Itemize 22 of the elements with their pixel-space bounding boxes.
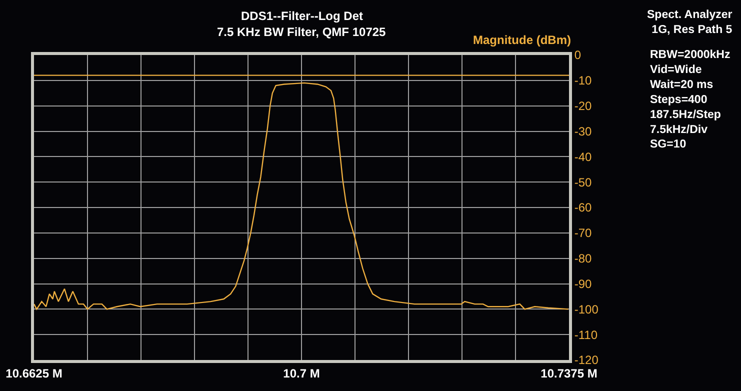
text: RBW=2000kHz Vid=Wide Wait=20 ms Steps=400 187.5Hz/Step 7.5kHz/Div SG=10 [650,49,730,151]
y-tick-label: -100 [574,302,599,316]
y-tick-label: -70 [574,226,592,240]
y-axis-title: Magnitude (dBm) [473,33,571,47]
x-tick-label: 10.7 M [283,366,320,380]
line-series [34,82,569,310]
chart-subtitle: 7.5 KHz BW Filter, QMF 10725 [217,25,386,39]
y-tick-label: -30 [574,124,592,138]
y-tick-label: -80 [574,252,592,266]
chart-title: DDS1--Filter--Log Det [241,9,363,23]
y-tick-label: -60 [574,200,592,215]
y-tick-label: -110 [574,328,598,342]
y-tick-label: -10 [574,74,592,88]
y-tick-label: -20 [574,99,592,114]
y-tick-label: -50 [574,175,592,190]
y-tick-label: -40 [574,150,592,164]
y-tick-label: 0 [574,48,582,62]
y-tick-label: -120 [574,353,599,368]
x-tick-label: 10.7375 M [540,366,598,380]
x-tick-label: 10.6625 M [6,366,62,380]
text: Spect. Analyzer 1G, Res Path 5 [647,9,733,36]
y-tick-label: -90 [574,276,592,291]
